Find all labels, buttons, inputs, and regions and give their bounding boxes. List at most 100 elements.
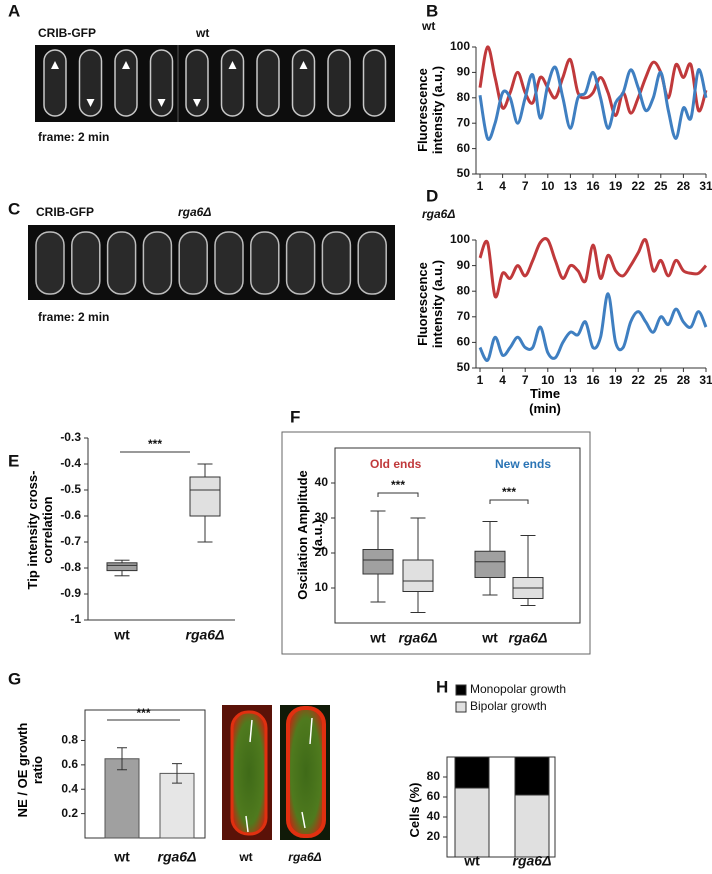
group-label: Old ends — [370, 457, 422, 471]
significance-bracket — [377, 492, 419, 497]
arrowhead — [193, 99, 201, 107]
y-tick-label: 20 — [427, 829, 441, 843]
y-tick-label: 100 — [450, 39, 470, 53]
y-tick-label: -0.5 — [60, 482, 81, 496]
x-tick-label: wt — [113, 627, 130, 643]
box — [106, 562, 138, 572]
significance: *** — [391, 478, 405, 492]
x-tick-label: 16 — [586, 373, 600, 387]
y-tick-label: 60 — [427, 789, 441, 803]
y-tick-label: 0.2 — [61, 806, 78, 820]
y-tick-label: 90 — [457, 65, 471, 79]
x-tick-label: rga6Δ — [186, 627, 225, 643]
cell — [230, 710, 268, 836]
image-caption: frame: 2 min — [38, 310, 109, 324]
cell — [220, 49, 245, 117]
axis-label-box: Time (min) — [529, 386, 561, 416]
x-tick-label: wt — [463, 853, 480, 869]
arrowhead — [228, 61, 237, 69]
x-tick-label: 16 — [586, 179, 600, 193]
cell — [78, 49, 103, 117]
y-tick-label: 60 — [457, 141, 471, 155]
y-tick-label: 0.8 — [61, 733, 78, 747]
plot-frame — [334, 447, 581, 624]
y-tick-label: 70 — [457, 309, 471, 323]
box — [362, 549, 394, 575]
x-tick-label: 1 — [477, 179, 484, 193]
cell — [178, 231, 208, 295]
axis-label: Cells (%) — [406, 782, 422, 838]
x-tick-label: 19 — [609, 373, 623, 387]
arrows — [245, 717, 313, 833]
axis-label: Oscilation Amplitude (a.u.) — [295, 470, 325, 600]
x-tick-label: 19 — [609, 179, 623, 193]
cell — [256, 49, 280, 117]
cell — [327, 49, 351, 117]
bar-segment — [514, 756, 550, 796]
error-bar — [117, 747, 127, 771]
legend-label: Bipolar growth — [470, 699, 547, 713]
box — [474, 550, 506, 578]
cell — [250, 231, 280, 295]
image-label: CRIB-GFP — [38, 26, 96, 40]
legend-label: Monopolar growth — [470, 682, 566, 696]
plot-frame — [84, 709, 206, 839]
cell — [71, 231, 101, 295]
panel-letter: F — [290, 407, 300, 426]
arrowhead — [122, 61, 130, 69]
significance: *** — [136, 706, 150, 720]
cell — [185, 49, 209, 117]
y-tick-label: 0.4 — [61, 781, 78, 795]
arrowhead — [299, 61, 308, 69]
micrograph-g — [222, 705, 330, 840]
legend-swatch — [455, 684, 467, 696]
panel-letter: B — [426, 1, 438, 20]
y-tick-label: 30 — [315, 510, 329, 524]
cell — [149, 49, 174, 117]
x-tick-label: 22 — [632, 373, 646, 387]
cell — [214, 231, 244, 295]
cell — [35, 231, 65, 295]
arrowhead — [51, 61, 59, 69]
y-tick-label: 70 — [457, 115, 471, 129]
x-tick-label: 10 — [541, 179, 555, 193]
y-tick-label: 10 — [315, 580, 329, 594]
group-label: New ends — [495, 457, 551, 471]
x-tick-label: 4 — [499, 373, 506, 387]
line-series — [478, 65, 708, 141]
significance-bracket — [489, 499, 529, 504]
axis-label-box: Fluorescence intensity (a.u.) — [415, 66, 445, 154]
cell — [142, 231, 173, 295]
image-caption: frame: 2 min — [38, 130, 109, 144]
image-label: rga6Δ — [178, 205, 211, 219]
y-tick-label: 40 — [315, 475, 329, 489]
x-tick-label: 1 — [477, 373, 484, 387]
y-tick-label: -0.7 — [60, 534, 81, 548]
x-tick-label: rga6Δ — [509, 630, 548, 646]
cell — [43, 49, 67, 117]
x-tick-label: 31 — [699, 179, 712, 193]
bar-segment — [454, 787, 490, 858]
y-tick-label: 50 — [457, 360, 471, 374]
significance: *** — [502, 485, 516, 499]
line-series — [478, 237, 708, 299]
x-tick-label: 10 — [541, 373, 555, 387]
y-tick-label: -0.4 — [60, 456, 81, 470]
axis-label-box: Oscilation Amplitude (a.u.) — [295, 470, 325, 600]
significance: *** — [148, 437, 162, 451]
y-tick-label: 0.6 — [61, 757, 78, 771]
image-label: rga6Δ — [288, 850, 321, 864]
x-tick-label: 7 — [522, 179, 529, 193]
image-label: CRIB-GFP — [36, 205, 94, 219]
x-tick-label: wt — [481, 630, 498, 646]
y-tick-label: 80 — [427, 769, 441, 783]
panel-letter: D — [426, 186, 438, 205]
bar-segment — [454, 756, 490, 789]
axis-label: NE / OE growth ratio — [15, 722, 45, 818]
line-series — [478, 292, 708, 362]
chart-title: wt — [421, 19, 435, 33]
box — [402, 559, 434, 592]
y-tick-label: -0.3 — [60, 430, 81, 444]
chart-title: rga6Δ — [422, 207, 455, 221]
